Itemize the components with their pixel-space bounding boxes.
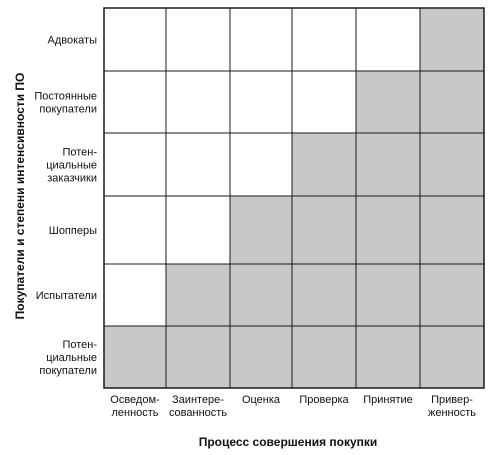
row-label-4: Шопперы (49, 225, 97, 237)
matrix-cell-r1-c3 (229, 7, 293, 72)
matrix-cell-r5-c4 (291, 263, 357, 327)
matrix-cell-r2-c4 (291, 70, 357, 134)
row-label-5: Испытатели (36, 290, 97, 302)
matrix-cell-r6-c2 (165, 325, 231, 389)
matrix-cell-r4-c2 (165, 195, 231, 265)
matrix-cell-r3-c4 (291, 132, 357, 197)
matrix-cell-r3-c2 (165, 132, 231, 197)
matrix-cells (103, 7, 485, 389)
matrix-cell-r4-c1 (103, 195, 167, 265)
x-axis-title: Процесс совершения покупки (199, 435, 378, 449)
matrix-cell-r3-c3 (229, 132, 293, 197)
matrix-border (103, 7, 485, 389)
row-label-2: Постоянные покупатели (34, 91, 97, 116)
matrix-cell-r5-c3 (229, 263, 293, 327)
column-label-1: Осведом-ленность (110, 394, 160, 419)
matrix-cell-r3-c5 (355, 132, 421, 197)
matrix-cell-r6-c5 (355, 325, 421, 389)
column-label-5: Принятие (363, 394, 413, 406)
matrix-cell-r4-c6 (419, 195, 485, 265)
matrix-cell-r4-c4 (291, 195, 357, 265)
matrix-cell-r6-c3 (229, 325, 293, 389)
row-label-3: Потен-циальные заказчики (46, 147, 97, 185)
matrix-cell-r5-c2 (165, 263, 231, 327)
matrix-cell-r6-c1 (103, 325, 167, 389)
matrix-cell-r4-c5 (355, 195, 421, 265)
matrix-cell-r3-c6 (419, 132, 485, 197)
matrix-cell-r3-c1 (103, 132, 167, 197)
matrix-cell-r2-c3 (229, 70, 293, 134)
matrix-cell-r6-c6 (419, 325, 485, 389)
matrix-cell-r6-c4 (291, 325, 357, 389)
matrix-cell-r5-c6 (419, 263, 485, 327)
matrix-cell-r2-c2 (165, 70, 231, 134)
y-axis-title: Покупатели и степени интенсивности ПО (13, 73, 27, 320)
matrix-cell-r1-c5 (355, 7, 421, 72)
column-labels: Осведом-ленность Заинтере-сованность Оценк… (110, 394, 476, 419)
row-label-6: Потен-циальные покупатели (39, 339, 97, 377)
matrix-cell-r1-c1 (103, 7, 167, 72)
row-labels: Адвокаты Постоянные покупатели Потен-циальн… (34, 35, 97, 378)
matrix-cell-r4-c3 (229, 195, 293, 265)
column-label-6: Привер-женность (428, 394, 476, 419)
matrix-cell-r5-c1 (103, 263, 167, 327)
matrix-cell-r1-c2 (165, 7, 231, 72)
matrix-cell-r1-c6 (419, 7, 485, 72)
matrix-cell-r2-c5 (355, 70, 421, 134)
column-label-4: Проверка (299, 394, 349, 406)
matrix-cell-r1-c4 (291, 7, 357, 72)
matrix-cell-r2-c6 (419, 70, 485, 134)
column-label-3: Оценка (242, 394, 281, 406)
matrix-cell-r2-c1 (103, 70, 167, 134)
column-label-2: Заинтере-сованность (169, 394, 227, 419)
row-label-1: Адвокаты (48, 35, 98, 47)
matrix-cell-r5-c5 (355, 263, 421, 327)
